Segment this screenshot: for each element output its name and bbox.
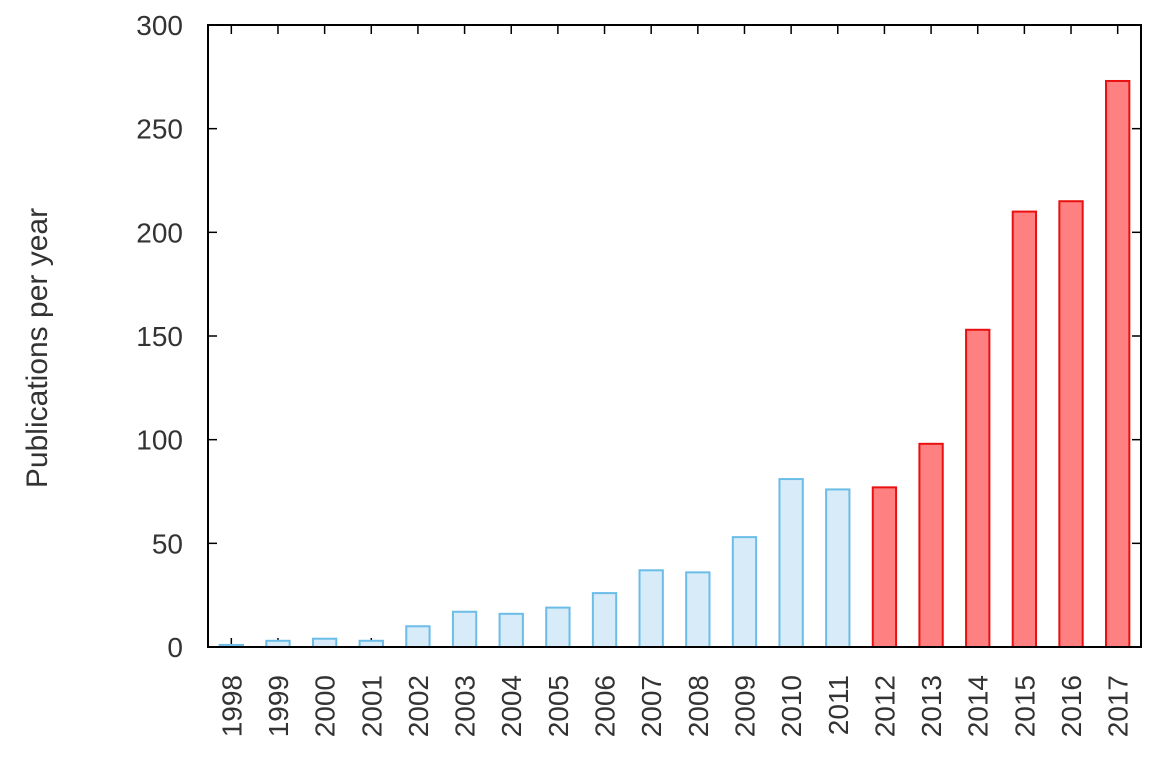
bar-2008 [685, 571, 711, 648]
bar-2004 [498, 612, 524, 648]
y-tick-label: 150 [136, 321, 183, 352]
bar-2003 [451, 610, 478, 649]
x-axis-ticks: 1998 1999 2000 2001 2002 2003 2004 2005 2006 2007… [216, 25, 1134, 737]
x-tick-label: 2011 [823, 675, 854, 735]
bar-2013 [918, 442, 944, 648]
y-tick-label: 200 [136, 217, 183, 248]
bars-group [218, 79, 1131, 649]
x-tick-label: 2010 [776, 675, 807, 737]
y-tick-label: 0 [167, 632, 183, 663]
bar-2009 [731, 536, 758, 649]
x-tick-label: 2008 [683, 675, 714, 737]
bar-2017 [1105, 79, 1131, 649]
x-tick-label: 2016 [1056, 675, 1087, 737]
bar-2006 [591, 592, 618, 648]
x-tick-label: 2006 [590, 675, 621, 737]
x-tick-label: 2004 [496, 675, 527, 737]
bar-2012 [871, 486, 898, 648]
y-tick-label: 100 [136, 425, 183, 456]
x-tick-label: 2013 [916, 675, 947, 737]
x-tick-label: 1998 [216, 675, 247, 737]
y-tick-label: 300 [136, 10, 183, 41]
bar-2016 [1058, 200, 1084, 648]
y-tick-label: 50 [152, 528, 183, 559]
bar-2005 [545, 606, 571, 649]
x-tick-label: 2003 [450, 675, 481, 737]
plot-frame [207, 24, 1142, 648]
x-tick-label: 2017 [1103, 675, 1134, 737]
x-tick-label: 2012 [869, 675, 900, 737]
y-axis-title: Publications per year [21, 208, 54, 488]
x-tick-label: 2015 [1009, 675, 1040, 737]
x-tick-label: 2009 [729, 675, 760, 737]
x-tick-label: 2007 [636, 675, 667, 737]
y-tick-label: 250 [136, 114, 183, 145]
bar-2011 [825, 488, 851, 648]
x-tick-label: 1999 [263, 675, 294, 737]
x-tick-label: 2000 [310, 675, 341, 737]
x-tick-label: 2002 [403, 675, 434, 737]
x-tick-label: 2014 [963, 675, 994, 737]
bar-2000 [311, 637, 338, 648]
bar-2014 [965, 328, 991, 648]
x-tick-label: 2001 [356, 675, 387, 737]
x-tick-label: 2005 [543, 675, 574, 737]
y-axis-ticks: 0 50 100 150 200 250 300 [136, 10, 1141, 663]
bar-2002 [405, 625, 431, 648]
bar-2010 [778, 478, 804, 648]
bar-2015 [1011, 210, 1038, 648]
bar-2007 [638, 569, 664, 649]
